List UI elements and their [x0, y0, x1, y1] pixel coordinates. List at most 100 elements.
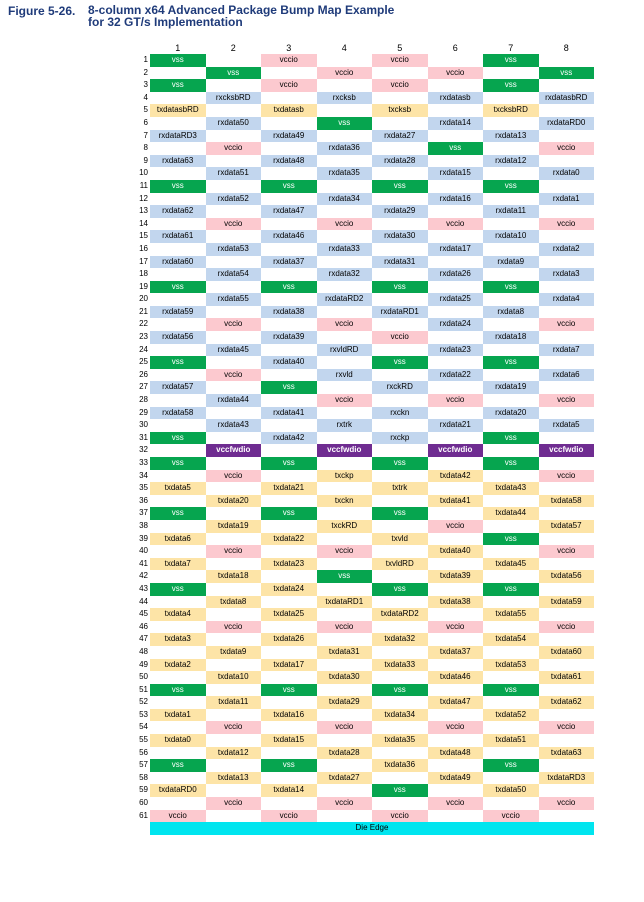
empty-cell [206, 281, 262, 294]
empty-cell [206, 734, 262, 747]
row-number: 4 [143, 92, 148, 102]
bump-cell: rxdata41 [261, 406, 317, 420]
column-header: 2 [230, 43, 236, 53]
bump-cell: rxdata8 [483, 305, 539, 319]
empty-cell [539, 306, 595, 319]
empty-cell [428, 407, 484, 420]
bump-cell: rxdata10 [483, 230, 539, 243]
empty-cell [317, 734, 373, 747]
empty-cell [428, 784, 484, 797]
empty-cell [483, 520, 539, 533]
row-number: 16 [139, 243, 148, 253]
bump-cell: vss [150, 179, 206, 193]
bump-cell: vccio [205, 797, 261, 810]
bump-cell: rxdata61 [150, 230, 206, 243]
row-number: 21 [139, 306, 148, 316]
row-number: 2 [143, 67, 148, 77]
bump-cell: vss [261, 759, 317, 772]
bump-cell: vccio [316, 620, 372, 634]
bump-cell: txdataRD1 [316, 595, 372, 609]
row-number: 25 [139, 357, 148, 367]
empty-cell [261, 293, 317, 306]
bump-cell: vccio [427, 721, 483, 735]
empty-cell [206, 457, 262, 470]
bump-row: 43 vss txdata24 vss vss [116, 582, 594, 596]
empty-cell [428, 810, 484, 823]
empty-cell [483, 318, 539, 331]
empty-cell [150, 797, 206, 810]
row-number: 17 [139, 256, 148, 266]
empty-cell [150, 596, 206, 609]
empty-cell [261, 721, 317, 734]
bump-cell: txdata8 [205, 595, 261, 609]
bump-row: 57 vss vss txdata36 vss [116, 759, 594, 772]
bump-row: 47 txdata3 txdata26 txdata32 txdata54 [116, 633, 594, 646]
bump-cell: txdataRD3 [538, 771, 594, 785]
bump-cell: txdata47 [427, 696, 483, 709]
bump-row: 8 vccio rxdata36 vss vccio [116, 142, 594, 155]
empty-cell [206, 659, 262, 672]
bump-cell: txdata23 [261, 557, 317, 571]
bump-cell: rxdata36 [316, 142, 372, 155]
empty-cell [317, 684, 373, 697]
bump-cell: vss [372, 507, 428, 520]
empty-cell [261, 495, 317, 508]
empty-cell [206, 54, 262, 67]
empty-cell [206, 608, 262, 621]
die-edge-row: Die Edge [116, 822, 594, 835]
row-number: 22 [139, 319, 148, 329]
bump-cell: txdata31 [316, 645, 372, 659]
row-number: 37 [139, 508, 148, 518]
bump-cell: vccio [205, 368, 261, 382]
bump-cell: rxdata22 [427, 368, 483, 382]
bump-cell: vccio [538, 721, 594, 735]
bump-cell: vss [372, 683, 428, 697]
bump-cell: txdata33 [372, 658, 428, 672]
empty-cell [317, 482, 373, 495]
empty-cell [372, 545, 428, 558]
row-number: 19 [139, 281, 148, 291]
bump-cell: rxdata52 [205, 192, 261, 206]
bump-cell: txdata11 [205, 696, 261, 709]
empty-cell [150, 646, 206, 659]
row-number: 26 [139, 369, 148, 379]
bump-row: 42 txdata18 vss txdata39 txdata56 [116, 570, 594, 583]
bump-cell: rxdata58 [150, 406, 206, 420]
empty-cell [539, 558, 595, 571]
row-number: 10 [139, 168, 148, 178]
empty-cell [317, 180, 373, 193]
bump-row: 46 vccio vccio vccio vccio [116, 620, 594, 634]
bump-row: 29 rxdata58 rxdata41 rxckn rxdata20 [116, 406, 594, 420]
empty-cell [539, 205, 595, 218]
bump-cell: rxdata18 [483, 331, 539, 344]
bump-cell: rxdata51 [205, 167, 261, 180]
bump-cell: rxdata44 [205, 394, 261, 407]
empty-cell [539, 608, 595, 621]
bump-cell: rxdata55 [205, 293, 261, 306]
empty-cell [428, 281, 484, 294]
row-number: 1 [143, 55, 148, 64]
bump-cell: rxdata35 [316, 167, 372, 180]
bump-cell: vccio [538, 394, 594, 407]
empty-cell [483, 797, 539, 810]
bump-cell: vss [150, 280, 206, 294]
bump-row: 53 txdata1 txdata16 txdata34 txdata52 [116, 708, 594, 722]
empty-cell [206, 684, 262, 697]
empty-cell [261, 470, 317, 483]
column-header: 7 [508, 43, 514, 53]
bump-row: 27 rxdata57 vss rxckRD rxdata19 [116, 381, 594, 395]
empty-cell [428, 507, 484, 520]
empty-cell [317, 54, 373, 67]
empty-cell [539, 331, 595, 344]
bump-cell: rxdata5 [538, 419, 594, 432]
bump-cell: vccio [205, 545, 261, 558]
empty-cell [317, 256, 373, 269]
bump-cell: rxdata37 [261, 255, 317, 269]
bump-cell: rxcksb [316, 91, 372, 105]
bump-cell: rxdata31 [372, 255, 428, 269]
empty-cell [483, 721, 539, 734]
bump-cell: vccio [150, 809, 206, 823]
empty-cell [206, 130, 262, 143]
empty-cell [206, 709, 262, 722]
empty-cell [150, 67, 206, 80]
